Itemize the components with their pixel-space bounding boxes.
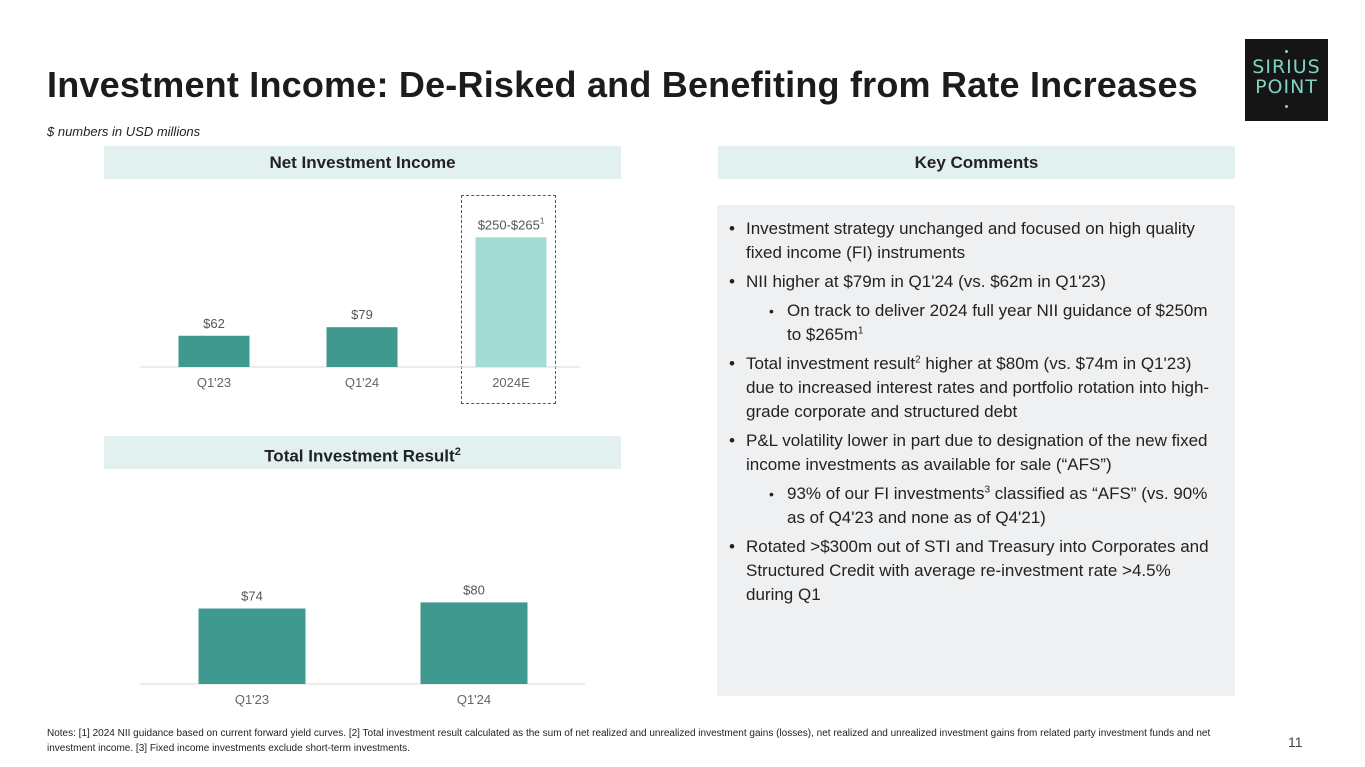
- nii-bar-chart: $62 Q1'23 $79 Q1'24 $250-$2651 2024E: [140, 216, 580, 390]
- nii-category-label: 2024E: [492, 375, 530, 390]
- footnotes: Notes: [1] 2024 NII guidance based on cu…: [47, 728, 1211, 754]
- bullet-item: • NII higher at $79m in Q1'24 (vs. $62m i…: [729, 270, 1221, 294]
- tir-bar-Q123: [198, 608, 306, 684]
- bullet-text: Total investment result: [746, 354, 916, 373]
- sub-bullet: • 93% of our FI investments3 classified a…: [729, 482, 1221, 530]
- tir-header-footnote: 2: [454, 446, 461, 458]
- nii-value-label: $250-$2651: [478, 216, 545, 232]
- bullet-item: • Investment strategy unchanged and focus…: [729, 217, 1221, 265]
- bullet-text: NII higher at $79m in Q1'24 (vs. $62m in…: [746, 272, 1106, 291]
- bullet-text: classified as “AFS” (vs. 90% as of Q4'23…: [787, 484, 1208, 527]
- bullet-dot: •: [729, 354, 735, 373]
- nii-category-label: Q1'23: [197, 375, 231, 390]
- page-title: Investment Income: De-Risked and Benefit…: [47, 64, 1198, 105]
- tir-header-text: Total Investment Result: [264, 446, 455, 466]
- bullet-text: Investment strategy unchanged and focuse…: [746, 219, 1195, 262]
- bullet-text: On track to deliver 2024 full year NII g…: [787, 301, 1208, 344]
- tir-category-label: Q1'23: [235, 692, 269, 707]
- tir-category-label: Q1'24: [457, 692, 491, 707]
- footnote-marker: 3: [984, 484, 991, 496]
- bullet-dot: •: [729, 272, 735, 291]
- nii-category-label: Q1'24: [345, 375, 379, 390]
- nii-header: Net Investment Income: [104, 146, 621, 179]
- nii-value-footnote: 1: [540, 216, 545, 225]
- key-comments-header: Key Comments: [718, 146, 1235, 179]
- bullet-dot: •: [769, 303, 774, 319]
- sirius-point-logo: SIRIUS POINT: [1245, 39, 1328, 121]
- tir-bar-chart: $74 Q1'23 $80 Q1'24: [140, 582, 585, 707]
- bullet-item: • P&L volatility lower in part due to des…: [729, 429, 1221, 477]
- bullet-dot: •: [769, 486, 774, 502]
- bullet-text: 93% of our FI investments: [787, 484, 985, 503]
- bullet-item: • Rotated >$300m out of STI and Treasury …: [729, 535, 1221, 607]
- nii-value-label: $79: [351, 307, 373, 322]
- logo-dot-top: [1285, 50, 1288, 53]
- key-comments-panel: • Investment strategy unchanged and focus…: [717, 205, 1235, 696]
- bullet-text: P&L volatility lower in part due to desi…: [746, 431, 1208, 474]
- footnote-marker: 2: [915, 354, 921, 366]
- nii-bar-Q123: [178, 335, 250, 367]
- nii-bar-Q124: [326, 327, 398, 367]
- logo-line-1: SIRIUS: [1252, 56, 1321, 78]
- guidance-highlight-box: [461, 195, 556, 404]
- nii-bar-2024E: [475, 237, 547, 367]
- tir-value-label: $80: [463, 582, 485, 597]
- bullet-text: higher at $80m (vs. $74m in Q1'23) due t…: [746, 354, 1210, 421]
- nii-value-label: $62: [203, 316, 225, 331]
- bullet-dot: •: [729, 537, 735, 556]
- bullet-item: • Total investment result2 higher at $80m…: [729, 352, 1221, 424]
- tir-value-label: $74: [241, 589, 263, 604]
- units-subtitle: $ numbers in USD millions: [47, 124, 201, 139]
- tir-bar-Q124: [420, 602, 528, 684]
- footnote-marker: 1: [857, 325, 864, 337]
- sub-bullet: • On track to deliver 2024 full year NII …: [729, 299, 1221, 347]
- bullet-text: Rotated >$300m out of STI and Treasury i…: [746, 537, 1209, 604]
- bullet-dot: •: [729, 219, 735, 238]
- logo-dot-bottom: [1285, 105, 1288, 108]
- bullet-dot: •: [729, 431, 735, 450]
- tir-header: Total Investment Result2: [104, 436, 621, 469]
- logo-line-2: POINT: [1255, 76, 1318, 98]
- page-number: 11: [1288, 734, 1303, 750]
